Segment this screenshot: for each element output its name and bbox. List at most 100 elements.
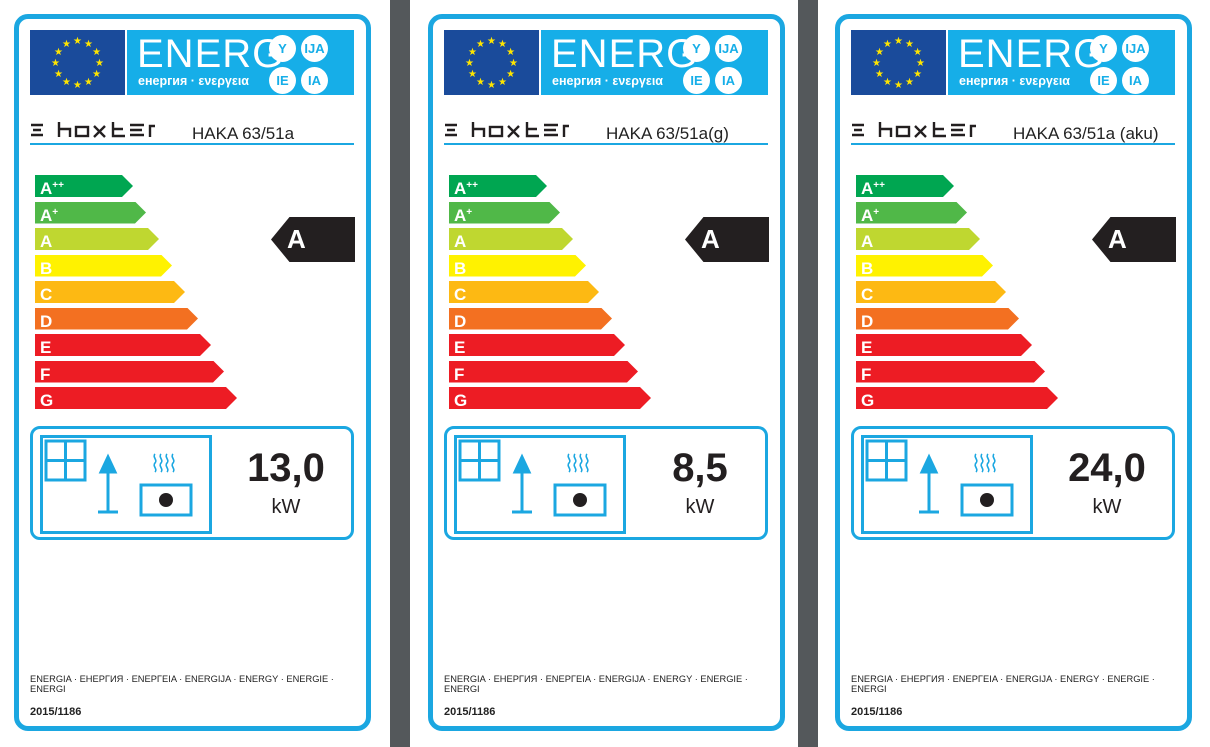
power-unit: kW <box>1092 496 1122 518</box>
heater-icon <box>553 453 607 517</box>
bar-letter: A <box>40 179 53 198</box>
power-unit: kW <box>271 496 301 518</box>
lang-circle: IE <box>1090 67 1117 94</box>
power-box: 8,5 kW <box>444 426 768 540</box>
efficiency-bar-ap: A+ <box>856 201 967 224</box>
bar-letter: E <box>454 338 466 357</box>
hoxter-logo: hoxter <box>444 122 569 143</box>
bar-letter: G <box>454 391 468 410</box>
star-icon: ★ <box>92 47 101 58</box>
lamp-icon <box>98 453 118 514</box>
efficiency-bar-d: D <box>35 307 198 330</box>
bar-letter: E <box>861 338 873 357</box>
model-name: HAKA 63/51a <box>192 124 295 143</box>
lang-circle: Y <box>269 35 296 62</box>
bar-letter: F <box>40 364 51 384</box>
star-icon: ★ <box>73 80 82 91</box>
star-icon: ★ <box>62 77 71 88</box>
star-icon: ★ <box>875 69 884 80</box>
window-icon <box>458 439 501 482</box>
lang-circle: IJA <box>715 35 742 62</box>
bar-letter: C <box>454 285 467 304</box>
star-icon: ★ <box>498 39 507 50</box>
star-icon: ★ <box>872 58 881 69</box>
model-name: HAKA 63/51a(g) <box>606 124 729 143</box>
star-icon: ★ <box>894 80 903 91</box>
lang-circle: Y <box>1090 35 1117 62</box>
bar-letter: A <box>454 232 467 251</box>
lang-circle: IE <box>269 67 296 94</box>
bar-letter: A <box>861 232 874 251</box>
bar-letter: B <box>861 258 874 278</box>
efficiency-bar-e: E <box>449 334 625 356</box>
window-icon <box>44 439 87 482</box>
bar-superscript: ++ <box>52 180 64 191</box>
energ-subtitle: енергия · ενεργεια <box>138 74 249 88</box>
star-icon: ★ <box>92 69 101 80</box>
window-icon <box>865 439 908 482</box>
efficiency-bar-g: G <box>35 387 237 409</box>
star-icon: ★ <box>905 77 914 88</box>
efficiency-bar-a: A <box>35 228 159 250</box>
bar-letter: F <box>454 364 465 384</box>
efficiency-bar-f: F <box>35 360 224 384</box>
bar-letter: B <box>454 258 467 278</box>
bar-letter: A <box>454 205 467 225</box>
efficiency-bar-app: A++ <box>35 175 133 197</box>
bar-letter: A <box>40 232 53 251</box>
regulation-number: 2015/1186 <box>444 706 496 718</box>
energy-languages: ENERGIA · ЕНЕРГИЯ · ΕΝΕΡΓΕΙΑ · ENERGIJA … <box>444 674 748 694</box>
efficiency-bar-e: E <box>35 334 211 356</box>
bar-letter: A <box>454 179 467 198</box>
room-heating-illustration <box>40 435 212 534</box>
star-icon: ★ <box>95 58 104 69</box>
energ-subtitle: енергия · ενεργεια <box>959 74 1070 88</box>
lang-circle: IA <box>1122 67 1149 94</box>
energy-label: ★ ★ ★ ★ ★ ★ ★ ★ ★ ★ ★ ★ ENERG енергия · ενεργεια Y … <box>428 14 785 731</box>
energ-title: ENERG <box>958 32 1106 76</box>
star-icon: ★ <box>913 47 922 58</box>
star-icon: ★ <box>875 47 884 58</box>
efficiency-bar-f: F <box>449 360 638 384</box>
energy-label: ★ ★ ★ ★ ★ ★ ★ ★ ★ ★ ★ ★ ENERG енергия · ενεργεια Y … <box>14 14 371 731</box>
star-icon: ★ <box>54 69 63 80</box>
efficiency-bar-b: B <box>856 254 993 278</box>
rating-class: A <box>287 224 306 254</box>
rating-class: A <box>1108 224 1127 254</box>
bar-letter: B <box>40 258 53 278</box>
regulation-number: 2015/1186 <box>30 706 82 718</box>
efficiency-bar-e: E <box>856 334 1032 356</box>
divider <box>851 143 1175 145</box>
star-icon: ★ <box>487 36 496 47</box>
eu-flag-icon: ★ ★ ★ ★ ★ ★ ★ ★ ★ ★ ★ ★ <box>851 30 946 95</box>
efficiency-bar-b: B <box>35 254 172 278</box>
efficiency-bar-c: C <box>449 281 599 303</box>
bar-letter: G <box>861 391 875 410</box>
lamp-icon <box>919 453 939 514</box>
energy-header: ENERG енергия · ενεργεια Y IJA IE IA <box>127 30 354 95</box>
lang-circle: IA <box>301 67 328 94</box>
model-name: HAKA 63/51a (aku) <box>1013 124 1159 143</box>
efficiency-bar-ap: A+ <box>449 201 560 225</box>
hoxter-logo: hoxter <box>30 122 155 143</box>
efficiency-bar-f: F <box>856 360 1045 383</box>
power-value: 13,0 <box>247 446 325 490</box>
rating-arrow: A <box>271 217 355 262</box>
power-value: 24,0 <box>1068 446 1146 490</box>
regulation-number: 2015/1186 <box>851 706 903 718</box>
star-icon: ★ <box>84 39 93 50</box>
efficiency-bar-c: C <box>856 281 1006 303</box>
energ-subtitle: енергия · ενεργεια <box>552 74 663 88</box>
star-icon: ★ <box>506 69 515 80</box>
energ-title: ENERG <box>551 32 699 76</box>
lamp-icon <box>512 453 532 514</box>
page-separator <box>390 0 410 747</box>
star-icon: ★ <box>73 36 82 47</box>
star-icon: ★ <box>883 77 892 88</box>
bar-letter: D <box>861 311 874 331</box>
efficiency-bar-d: D <box>856 307 1019 331</box>
energy-languages: ENERGIA · ЕНЕРГИЯ · ΕΝΕΡΓΕΙΑ · ENERGIJA … <box>851 674 1155 694</box>
energy-languages: ENERGIA · ЕНЕРГИЯ · ΕΝΕΡΓΕΙΑ · ENERGIJA … <box>30 674 334 694</box>
star-icon: ★ <box>498 77 507 88</box>
bar-letter: A <box>40 205 53 225</box>
